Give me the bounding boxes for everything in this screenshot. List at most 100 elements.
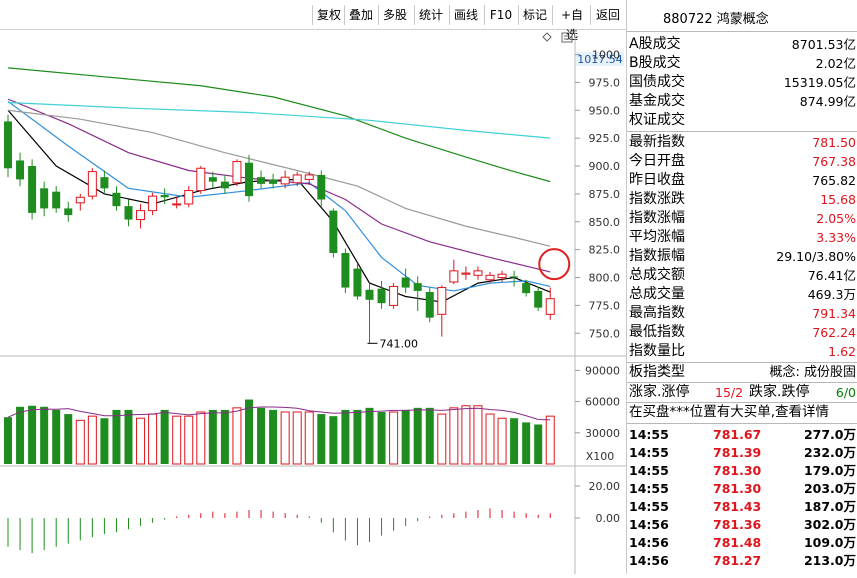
board-type-label: 板指类型: [629, 364, 685, 380]
multi-stock-button[interactable]: 多股: [378, 5, 411, 25]
quote-value: 765.82: [812, 173, 856, 188]
overlay-button[interactable]: 叠加: [344, 5, 377, 25]
tick-row: 14:55 781.30 203.0万: [629, 480, 857, 497]
candlesticks: [4, 114, 555, 344]
candle-body-up: [449, 270, 459, 283]
quote-row: 今日开盘 767.38: [629, 152, 857, 171]
candle-body-up: [75, 196, 85, 204]
index-title: 880722 鸿蒙概念: [663, 12, 769, 27]
volume-bar-down: [413, 407, 422, 464]
draw-line-button[interactable]: 画线: [449, 5, 482, 25]
macd-axis: 20.00 0.00: [575, 480, 620, 525]
volume-bar-down: [16, 406, 25, 464]
candle-body-down: [4, 121, 12, 169]
quote-value: 29.10/3.80%: [776, 249, 856, 264]
tick-volume: 232.0万: [803, 445, 856, 460]
add-favorite-button[interactable]: +自选: [552, 5, 591, 42]
stat-label: 国债成交: [629, 74, 685, 90]
divider: [627, 382, 857, 383]
quote-label: 指数量比: [629, 343, 685, 359]
candle-body-up: [136, 210, 146, 221]
candle-body-down: [377, 288, 386, 304]
candle-body-down: [112, 192, 121, 207]
chart-toolbar: 复权 叠加 多股 统计 画线 F10 标记 +自选 返回: [0, 0, 626, 42]
volume-bar-down: [353, 409, 362, 464]
divider: [627, 31, 857, 32]
volume-ma-line: [7, 406, 551, 421]
quote-row: 指数量比 1.62: [629, 342, 857, 361]
volume-bar-down: [124, 409, 133, 464]
chart-area[interactable]: 1017.54 1000 975.0 950.0 925.0 900.0 875.0 850…: [0, 30, 626, 574]
volume-bar-up: [292, 411, 302, 465]
quote-label: 最高指数: [629, 305, 685, 321]
price-tick-label: 900.0: [589, 160, 621, 173]
tick-volume: 187.0万: [803, 499, 856, 514]
volume-bar-up: [497, 417, 507, 465]
volume-bar-down: [377, 412, 386, 464]
chart-frame: 1017.54: [0, 30, 626, 574]
statistics-button[interactable]: 统计: [414, 5, 447, 25]
diamond-icon[interactable]: [542, 32, 552, 42]
volume-tick-label: 90000: [585, 364, 620, 377]
quote-label: 总成交额: [629, 267, 685, 283]
candle-body-down: [425, 292, 434, 318]
candle-body-down: [341, 252, 350, 288]
price-axis: 1000 975.0 950.0 925.0 900.0 875.0 850.0 825.0 8…: [575, 49, 621, 340]
big-order-notice[interactable]: 在买盘***位置有大买单,查看详情: [629, 404, 830, 420]
tick-volume: 213.0万: [803, 553, 856, 568]
tick-price: 781.43: [713, 499, 762, 514]
candle-body-down: [353, 268, 362, 297]
restore-rights-button[interactable]: 复权: [312, 5, 345, 25]
candle-body-down: [124, 206, 133, 220]
volume-bar-up: [449, 407, 459, 465]
divider: [627, 423, 857, 424]
settings-icon[interactable]: [561, 32, 573, 43]
annotations: 741.00: [367, 248, 571, 350]
ma60-line: [7, 67, 551, 183]
volume-bar-up: [485, 413, 495, 465]
stat-label: B股成交: [629, 55, 681, 71]
kline-chart[interactable]: 1017.54 1000 975.0 950.0 925.0 900.0 875.0 850…: [0, 30, 626, 574]
breadth-row: 涨家.涨停 15/2 跌家.跌停 6/0: [629, 383, 857, 402]
quote-row: 平均涨幅 3.33%: [629, 228, 857, 247]
down-count-label: 跌家.跌停: [749, 384, 810, 400]
volume-bar-down: [329, 416, 338, 464]
stat-row: 权证成交: [629, 111, 857, 130]
volume-bar-down: [112, 409, 121, 464]
volume-bar-down: [64, 414, 73, 464]
f10-button[interactable]: F10: [484, 5, 517, 25]
quote-value: 762.24: [812, 325, 856, 340]
tick-time: 14:56: [629, 535, 669, 550]
quote-value: 15.68: [820, 192, 856, 207]
quote-label: 今日开盘: [629, 153, 685, 169]
candle-body-down: [413, 283, 422, 291]
stat-row: 国债成交 15319.05亿: [629, 73, 857, 92]
back-button[interactable]: 返回: [590, 5, 625, 25]
tick-price: 781.67: [713, 427, 762, 442]
candle-body-down: [522, 283, 531, 294]
tick-time: 14:56: [629, 517, 669, 532]
candle-body-up: [280, 176, 290, 185]
tick-time: 14:55: [629, 499, 669, 514]
quote-row: 最低指数 762.24: [629, 323, 857, 342]
tick-price: 781.30: [713, 481, 762, 496]
tick-volume: 109.0万: [803, 535, 856, 550]
price-tick-label: 875.0: [589, 188, 621, 201]
tick-time: 14:55: [629, 481, 669, 496]
volume-bar-down: [317, 414, 326, 464]
quote-label: 指数振幅: [629, 248, 685, 264]
board-type-row: 板指类型 概念: 成份股固: [629, 363, 857, 382]
stat-value: 874.99亿: [799, 94, 856, 109]
tick-volume: 179.0万: [803, 463, 856, 478]
stat-row: 基金成交 874.99亿: [629, 92, 857, 111]
volume-bar-down: [100, 418, 109, 464]
mark-button[interactable]: 标记: [518, 5, 551, 25]
stat-label: 基金成交: [629, 93, 685, 109]
tick-volume: 277.0万: [803, 427, 856, 442]
min-marker-label: 741.00: [380, 337, 419, 350]
volume-bar-down: [522, 422, 531, 464]
quote-panel: 880722 鸿蒙概念 A股成交 8701.53亿 B股成交 2.02亿 国债成交 153…: [626, 0, 857, 574]
candle-body-up: [232, 161, 242, 184]
volume-bar-down: [245, 399, 253, 464]
stat-value: 2.02亿: [815, 56, 856, 71]
